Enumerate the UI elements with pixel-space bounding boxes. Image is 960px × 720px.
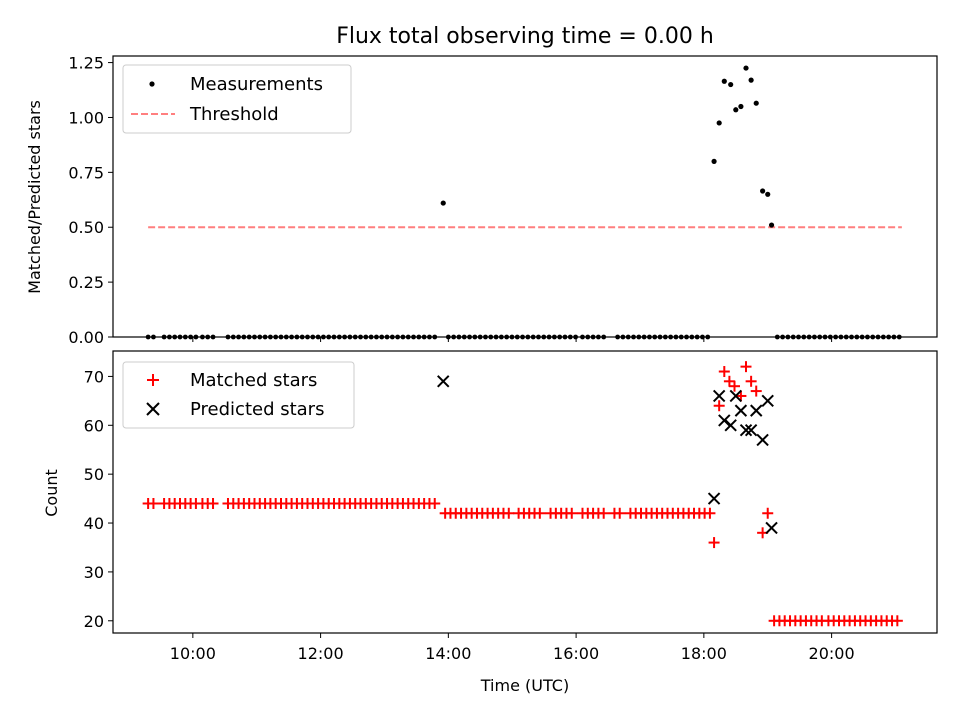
- top-y-tick-label: 1.00: [68, 108, 104, 127]
- measurement-point: [753, 100, 759, 106]
- measurement-point: [748, 77, 754, 83]
- x-tick-label: 20:00: [809, 644, 855, 663]
- matched-star-point: [891, 615, 903, 627]
- top-y-tick-label: 0.75: [68, 163, 104, 182]
- matched-star-point: [762, 507, 774, 519]
- bottom-y-axis-label: Count: [42, 469, 61, 517]
- matched-star-point: [718, 366, 730, 378]
- x-tick-label: 16:00: [553, 644, 599, 663]
- matched-star-point: [723, 375, 735, 387]
- x-tick-label: 10:00: [170, 644, 216, 663]
- predicted-star-point: [707, 492, 721, 505]
- matched-star-point: [503, 507, 515, 519]
- top-y-ticks: 0.00 0.25 0.50 0.75 1.00 1.25: [68, 54, 113, 347]
- matched-star-point: [740, 361, 752, 373]
- measurement-point: [733, 107, 739, 113]
- top-axes-frame: [112, 55, 938, 338]
- matched-star-point: [745, 375, 757, 387]
- legend-matched-label: Matched stars: [190, 370, 317, 391]
- matched-star-point: [147, 497, 159, 509]
- bottom-y-tick-label: 20: [84, 612, 104, 631]
- bottom-legend-box: [122, 361, 355, 429]
- bottom-y-tick-label: 30: [84, 563, 104, 582]
- predicted-star-point: [712, 389, 726, 403]
- top-y-tick-label: 0.25: [68, 273, 104, 292]
- measurement-point: [728, 81, 734, 88]
- measurement-point: [738, 103, 744, 110]
- measurement-point: [765, 191, 771, 197]
- matched-star-point: [735, 390, 747, 402]
- bottom-axes-frame: [112, 350, 938, 634]
- matched-star-point: [708, 537, 720, 549]
- predicted-star-point: [756, 433, 769, 447]
- matched-star-point: [598, 507, 610, 519]
- top-x-ticks: [192, 337, 833, 342]
- measurement-point: [760, 188, 766, 194]
- predicted-star-point: [724, 419, 737, 432]
- bottom-y-ticks: 20 30 40 50 60 70: [84, 367, 113, 631]
- top-panel: 0.00 0.25 0.50 0.75 1.00 1.25 Matched/Predict…: [25, 54, 938, 347]
- matched-star-point: [566, 507, 578, 519]
- x-tick-label: 18:00: [681, 644, 727, 663]
- measurement-point: [716, 120, 722, 126]
- legend-matched-marker: [147, 374, 159, 386]
- matched-star-point: [614, 507, 626, 519]
- legend-measurements-marker: [149, 81, 155, 87]
- x-axis-label: Time (UTC): [480, 676, 569, 695]
- bottom-y-tick-label: 50: [84, 465, 104, 484]
- bottom-y-tick-label: 60: [84, 416, 104, 435]
- matched-star-point: [713, 400, 725, 412]
- matched-star-point: [429, 497, 441, 509]
- measurement-point: [721, 78, 727, 84]
- bottom-x-ticks: 10:00 12:00 14:00 16:00 18:00 20:00: [170, 633, 855, 663]
- predicted-star-point: [739, 423, 753, 437]
- x-tick-label: 14:00: [425, 644, 471, 663]
- matched-star-point: [750, 385, 762, 397]
- bottom-marks: [142, 361, 903, 627]
- bottom-panel: 20 30 40 50 60 70 10:00 12:00 14:00 16:00 18:00 20…: [42, 350, 938, 695]
- predicted-star-point: [729, 389, 742, 403]
- measurement-point: [768, 222, 775, 228]
- matched-star-point: [704, 507, 716, 519]
- legend-threshold-label: Threshold: [189, 104, 279, 125]
- top-legend-box: [122, 64, 352, 134]
- legend-predicted-marker: [146, 402, 160, 416]
- predicted-star-point: [718, 414, 731, 427]
- bottom-legend: Matched stars Predicted stars: [122, 361, 355, 429]
- legend-predicted-label: Predicted stars: [190, 399, 324, 420]
- top-y-tick-label: 0.00: [68, 328, 104, 347]
- chart-title: Flux total observing time = 0.00 h: [336, 24, 714, 49]
- predicted-star-point: [437, 375, 450, 388]
- bottom-y-tick-label: 70: [84, 367, 104, 386]
- top-y-axis-label: Matched/Predicted stars: [25, 100, 44, 294]
- predicted-star-point: [765, 521, 778, 535]
- matched-star-point: [534, 507, 546, 519]
- top-y-tick-label: 1.25: [68, 54, 104, 73]
- x-tick-label: 12:00: [298, 644, 344, 663]
- predicted-star-point: [761, 394, 774, 408]
- top-legend: Measurements Threshold: [122, 64, 352, 134]
- measurement-point: [743, 65, 749, 71]
- predicted-star-point: [744, 423, 758, 437]
- predicted-star-point: [734, 404, 748, 417]
- legend-measurements-label: Measurements: [190, 74, 323, 95]
- predicted-star-point: [750, 404, 763, 417]
- top-y-tick-label: 0.50: [68, 218, 104, 237]
- matched-star-point: [207, 497, 219, 509]
- matched-star-point: [729, 380, 741, 392]
- measurement-point: [711, 158, 717, 164]
- measurement-point: [440, 200, 446, 206]
- bottom-y-tick-label: 40: [84, 514, 104, 533]
